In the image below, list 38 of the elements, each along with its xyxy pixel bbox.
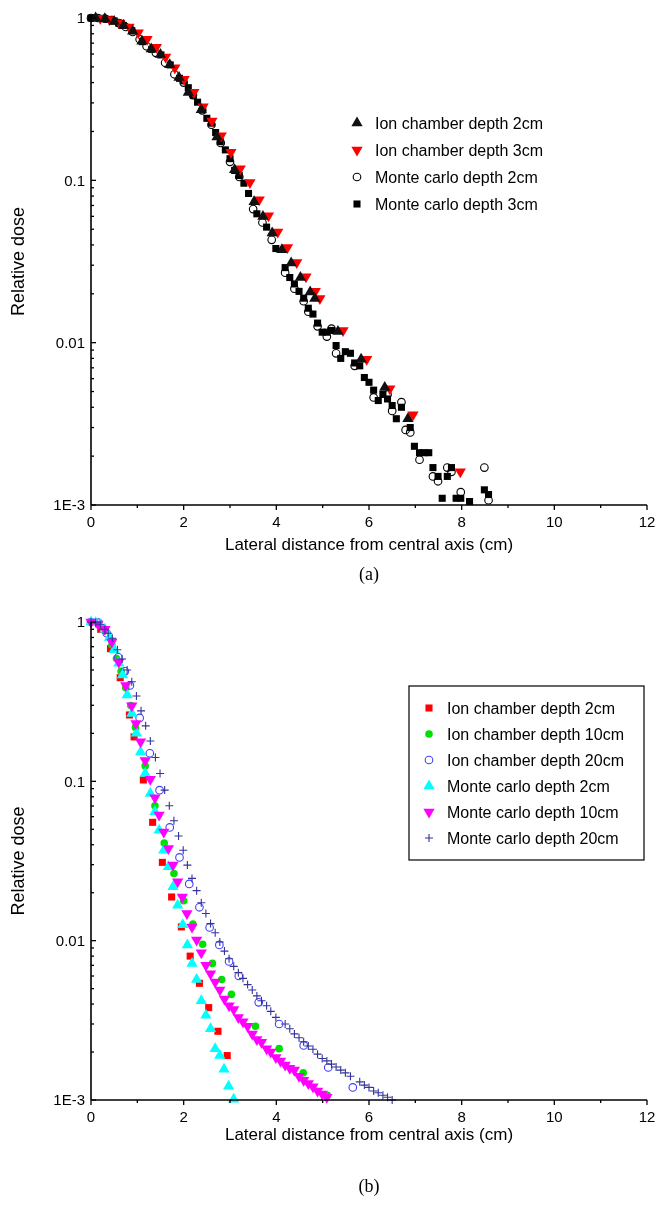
x-tick-label: 2 [179,513,188,530]
legend-label: Ion chamber depth 20cm [447,751,624,769]
y-tick-label: 1 [76,613,85,631]
x-tick-label: 2 [179,1108,188,1125]
x-tick-label: 4 [272,1108,281,1125]
x-tick-label: 0 [86,513,96,530]
x-tick-label: 6 [364,1108,374,1125]
legend-label: Monte carlo depth 2cm [375,168,538,186]
x-tick-label: 4 [272,513,281,530]
y-tick-label: 0.1 [64,772,85,790]
x-tick-label: 10 [545,513,563,530]
legend-label: Ion chamber depth 2cm [375,114,544,132]
y-tick-label: 0.1 [64,171,85,189]
legend-label: Ion chamber depth 2cm [447,699,616,717]
x-tick-label: 8 [457,513,466,530]
legend-label: Monte carlo depth 3cm [375,195,538,213]
y-tick-label: 0.01 [55,931,85,949]
y-tick-label: 1E-3 [53,1091,85,1109]
y-tick-label: 0.01 [55,333,85,351]
x-tick-label: 12 [638,513,656,530]
legend-label: Ion chamber depth 10cm [447,725,624,743]
legend-label: Monte carlo depth 2cm [447,777,610,795]
x-axis-title: Lateral distance from central axis (cm) [224,535,514,554]
text: (b) [358,1176,380,1197]
x-tick-label: 10 [545,1108,563,1125]
y-axis-title: Relative dose [8,206,28,317]
legend-label: Monte carlo depth 10cm [447,803,619,821]
y-tick-label: 1 [76,9,85,27]
text: (a) [359,564,379,585]
legend-label: Ion chamber depth 3cm [375,141,544,159]
x-axis-title: Lateral distance from central axis (cm) [224,1125,514,1144]
y-tick-label: 1E-3 [53,496,85,514]
x-tick-label: 6 [364,513,374,530]
x-tick-label: 12 [638,1108,656,1125]
y-axis-title: Relative dose [8,806,28,916]
x-tick-label: 0 [86,1108,96,1125]
legend-label: Monte carlo depth 20cm [447,829,619,847]
x-tick-label: 8 [457,1108,466,1125]
